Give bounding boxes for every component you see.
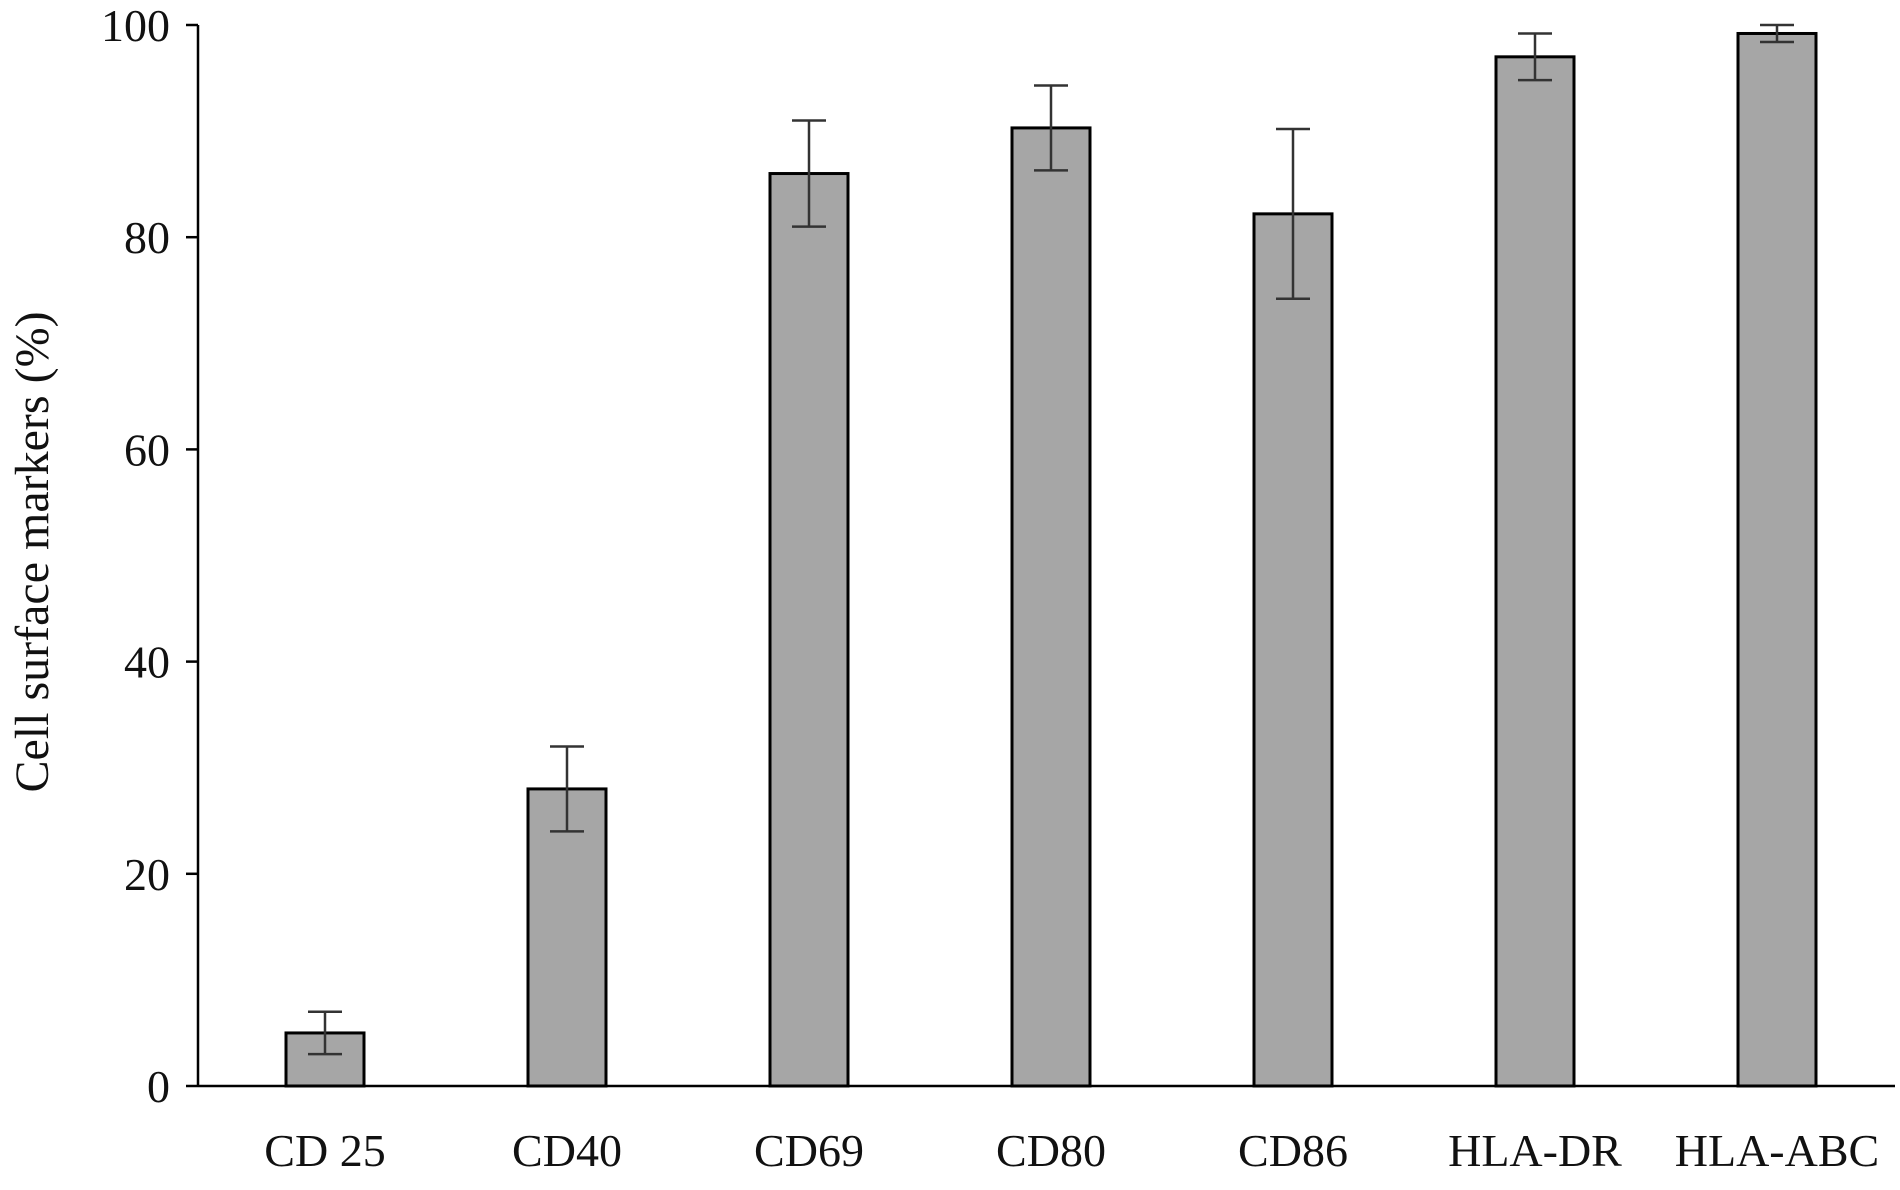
bar — [1736, 31, 1818, 1088]
bars — [284, 31, 1818, 1088]
bar — [526, 787, 608, 1088]
y-tick-labels: 0 20 40 60 80 100 — [101, 0, 170, 1112]
bar — [1494, 55, 1576, 1088]
x-category-label: CD86 — [1238, 1125, 1348, 1176]
bar — [1010, 126, 1092, 1088]
x-category-label: CD80 — [996, 1125, 1106, 1176]
y-tick-label: 60 — [124, 424, 170, 475]
x-category-label: HLA-DR — [1448, 1125, 1622, 1176]
x-category-labels: CD 25 CD40 CD69 CD80 CD86 HLA-DR HLA-ABC — [264, 1125, 1879, 1176]
error-bars — [308, 23, 1794, 1056]
y-tick-label: 40 — [124, 637, 170, 688]
y-tick-label: 100 — [101, 0, 170, 51]
y-tick-label: 20 — [124, 849, 170, 900]
x-category-label: HLA-ABC — [1675, 1125, 1879, 1176]
y-tick-label: 80 — [124, 212, 170, 263]
bar — [1252, 212, 1334, 1088]
y-tick-label: 0 — [147, 1061, 170, 1112]
bar — [768, 172, 850, 1088]
x-category-label: CD40 — [512, 1125, 622, 1176]
x-category-label: CD 25 — [264, 1125, 385, 1176]
x-category-label: CD69 — [754, 1125, 864, 1176]
y-axis-title-group: Cell surface markers (%) — [6, 311, 59, 792]
y-axis-title: Cell surface markers (%) — [6, 311, 59, 792]
